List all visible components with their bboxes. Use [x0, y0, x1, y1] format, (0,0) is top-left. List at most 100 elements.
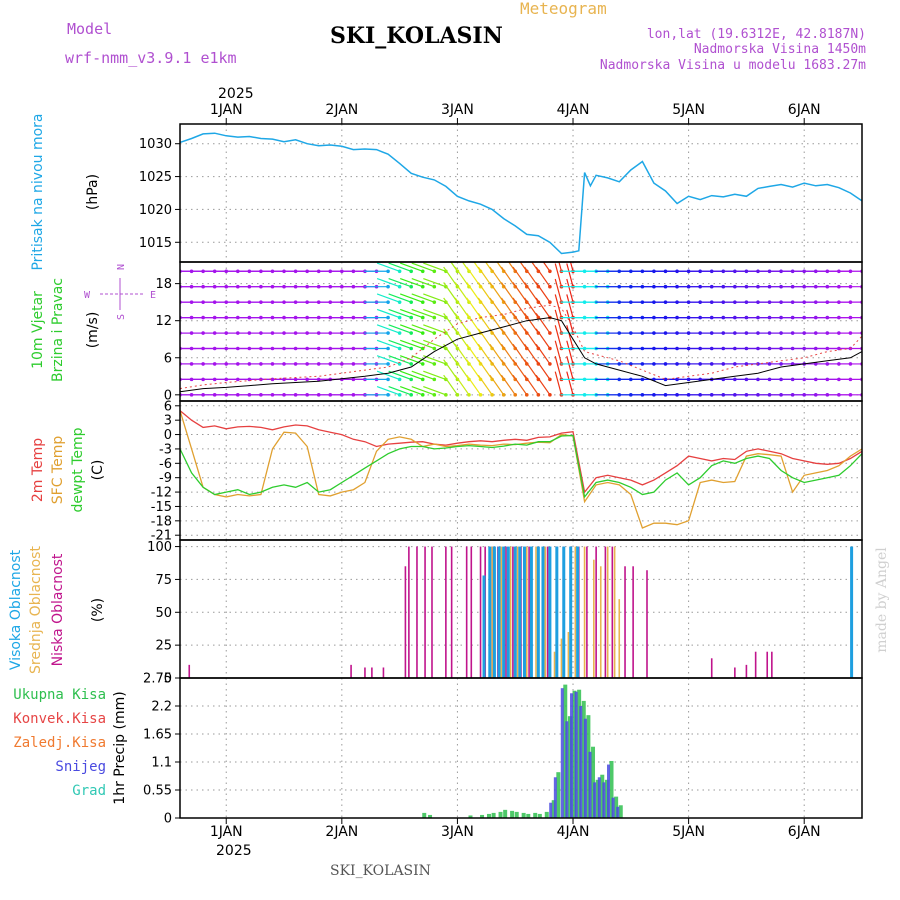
high-cloud-bar: [536, 546, 540, 678]
year-label-bottom: 2025: [216, 843, 252, 859]
precip-ytick-label: 1.1: [151, 756, 172, 771]
wind-barb-head: [536, 393, 541, 397]
total-precip-bar: [537, 813, 542, 818]
temp-2m-line: [179, 410, 863, 494]
low-cloud-bar: [646, 570, 648, 678]
wind-barb-head: [548, 393, 552, 397]
wind-barb: [443, 374, 458, 396]
sfc-temp-line: [179, 410, 863, 529]
bottom-date-labels: 1JAN 2JAN 3JAN 4JAN 5JAN 6JAN: [210, 824, 821, 840]
wind-barb: [443, 297, 458, 318]
precip-ytick-label: 0.55: [143, 784, 172, 799]
wind-barb-head: [420, 315, 425, 320]
wind-barb: [496, 262, 505, 272]
wind-barb: [477, 297, 493, 318]
temperature-ytick-label: -9: [159, 471, 172, 486]
snow-bar: [607, 764, 611, 818]
wind-frame: [179, 261, 863, 402]
wind-barb: [566, 309, 574, 334]
bottom-date-label: 3JAN: [441, 824, 474, 840]
wind-barb-head: [409, 346, 413, 351]
model-name: wrf-nmm_v3.9.1 e1km: [65, 49, 237, 67]
low-cloud-bar: [595, 546, 597, 678]
temperature-ytick-label: 0: [164, 428, 172, 443]
precip-panel: [422, 684, 623, 818]
low-cloud-bar: [445, 546, 447, 678]
wind-speed-line: [179, 317, 863, 393]
wind-barb-head: [386, 331, 390, 335]
wind-barb: [500, 343, 516, 365]
total-precip-bar: [604, 779, 609, 818]
wind-barb: [477, 328, 493, 349]
wind-barb-head: [548, 362, 552, 366]
temperature-frame: [179, 400, 863, 541]
wind-barb: [399, 324, 423, 334]
high-cloud-label: Visoka Oblacnost: [8, 549, 24, 670]
temperature-ytick-label: -3: [159, 442, 172, 457]
lonlat-info: lon,lat (19.6312E, 42.8187N): [647, 27, 866, 42]
wind-barb: [411, 308, 435, 319]
mid-cloud-bar: [567, 632, 570, 678]
high-cloud-bar: [522, 546, 526, 678]
mid-cloud-bar: [544, 546, 547, 678]
high-cloud-bar: [502, 546, 506, 678]
mid-cloud-bar: [500, 546, 503, 678]
wind-barb: [477, 359, 493, 380]
wind-barb: [569, 262, 574, 272]
wind-barb: [466, 328, 482, 349]
wind-barb: [466, 343, 482, 365]
pressure-ytick-label: 1030: [139, 137, 172, 152]
high-cloud-bar: [569, 546, 573, 678]
pressure-frame: [179, 123, 863, 263]
wind-barb: [477, 266, 493, 288]
wind-barb: [542, 262, 551, 272]
wind-barb-head: [548, 331, 552, 335]
wind-barb: [554, 263, 563, 287]
wind-barb-head: [432, 269, 437, 274]
bottom-date-label: 6JAN: [788, 824, 821, 840]
wind-barb-head: [397, 377, 402, 382]
low-cloud-bar: [604, 546, 607, 678]
low-cloud-bar: [431, 546, 433, 678]
low-cloud-bar: [371, 667, 373, 678]
low-cloud-bar: [734, 667, 736, 678]
wind-barb: [535, 282, 551, 303]
wind-barb: [524, 313, 539, 334]
wind-barb-head: [409, 331, 413, 335]
wind-barb: [388, 308, 412, 319]
pressure-panel: [179, 132, 863, 255]
wind-barb: [423, 262, 447, 272]
dewpt-temp-label: dewpt Temp: [70, 427, 86, 512]
wind-barb: [477, 343, 493, 365]
model-label: Model: [67, 20, 112, 38]
wind-barb-head: [420, 362, 425, 366]
wind-barb-head: [420, 393, 425, 397]
precip-legend-item: Snijeg: [55, 759, 106, 775]
low-cloud-bar: [771, 651, 773, 678]
compass-s: S: [116, 314, 127, 320]
mid-cloud-bar: [618, 599, 621, 678]
high-cloud-bar: [492, 546, 496, 678]
precip-frame: [179, 677, 863, 819]
wind-barb: [376, 262, 400, 272]
wind-barb: [466, 374, 482, 396]
wind-barb: [376, 370, 400, 380]
precip-legend-item: Konvek.Kisa: [13, 711, 106, 727]
wind-barb: [423, 355, 447, 365]
wind-barb: [512, 328, 528, 349]
wind-barb-head: [501, 393, 506, 397]
wind-barb-head: [513, 393, 518, 397]
low-cloud-bar: [512, 546, 514, 678]
low-cloud-bar: [364, 667, 366, 678]
wind-barb-head: [420, 331, 425, 335]
wind-barb: [524, 328, 539, 349]
wind-barb: [399, 262, 423, 272]
wind-barb: [454, 297, 470, 318]
total-precip-bar: [618, 805, 623, 818]
wind-barb-head: [397, 315, 402, 320]
snow-bar: [597, 777, 601, 818]
total-precip-bar: [595, 779, 600, 818]
credit-text: made by Angel: [874, 547, 890, 653]
precip-ytick-label: 0: [164, 812, 172, 827]
grid-lines: [180, 124, 862, 819]
